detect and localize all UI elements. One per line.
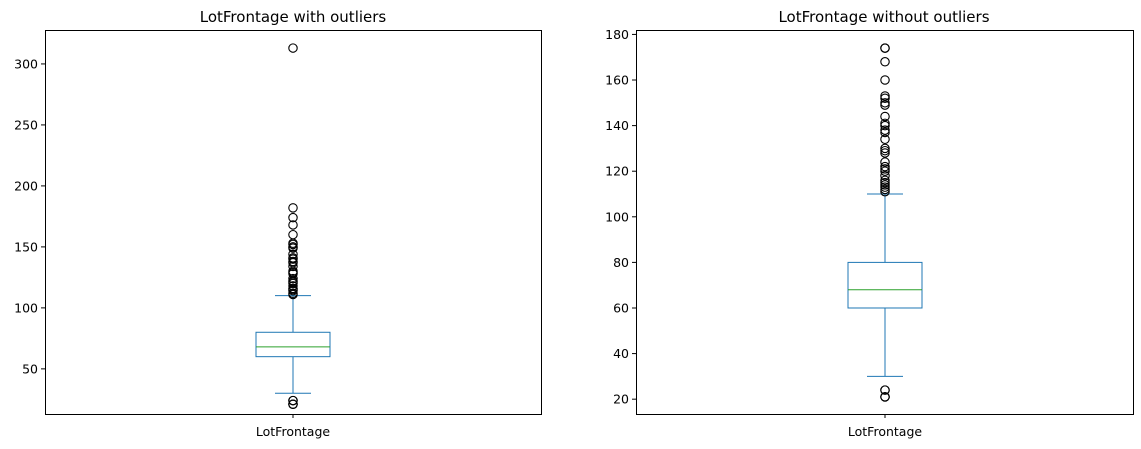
x-axis-ticks: LotFrontage — [256, 414, 331, 439]
outlier-point — [880, 148, 890, 158]
y-tick-label: 150 — [14, 239, 38, 254]
outlier-point — [880, 161, 890, 172]
boxplot-panel-without-outliers: LotFrontage without outliers 20 40 60 80 100… — [605, 8, 1134, 439]
outlier-point — [288, 288, 298, 298]
outlier-point — [288, 229, 298, 240]
outlier-point — [880, 182, 890, 192]
outlier-point — [288, 253, 298, 263]
outlier-point — [880, 392, 890, 402]
y-tick-label: 100 — [605, 209, 629, 224]
y-tick-label: 40 — [613, 346, 629, 361]
outlier-point — [880, 120, 890, 131]
outlier-point — [880, 171, 890, 181]
outlier-point — [880, 157, 890, 167]
outlier-point — [880, 143, 890, 154]
outlier-point — [288, 43, 298, 53]
outlier-point — [288, 242, 298, 252]
outlier-point — [288, 283, 298, 294]
outlier-point — [880, 43, 890, 53]
outlier-point — [880, 125, 890, 135]
outlier-point — [880, 100, 890, 110]
outlier-point — [880, 134, 890, 145]
outlier-point — [880, 175, 890, 186]
outlier-point — [880, 164, 890, 174]
boxplot-panel-with-outliers: LotFrontage with outliers 50 100 150 200 250… — [14, 8, 542, 439]
y-tick-label: 250 — [14, 117, 38, 132]
boxplot-marks — [255, 43, 331, 409]
outlier-point — [880, 177, 890, 188]
y-tick-label: 180 — [605, 27, 629, 42]
outlier-point — [880, 118, 890, 129]
y-tick-label: 160 — [605, 73, 629, 88]
outlier-point — [880, 385, 890, 395]
axes-frame — [45, 30, 542, 415]
outlier-point — [880, 186, 890, 197]
outlier-point — [288, 249, 298, 259]
y-tick-label: 200 — [14, 178, 38, 193]
iqr-box — [255, 331, 331, 358]
chart-title: LotFrontage with outliers — [200, 8, 387, 26]
outlier-point — [880, 180, 890, 190]
outlier-point — [880, 91, 890, 101]
outlier-point — [288, 273, 298, 284]
y-tick-label: 20 — [613, 392, 629, 407]
y-axis-ticks: 20 40 60 80 100 120 140 160 180 — [605, 27, 636, 407]
outlier-point — [880, 184, 890, 195]
outlier-point — [880, 93, 890, 104]
outlier-point — [880, 111, 890, 122]
boxplot-marks — [847, 43, 923, 402]
iqr-box — [847, 261, 923, 309]
chart-title: LotFrontage without outliers — [778, 8, 989, 26]
y-tick-label: 120 — [605, 164, 629, 179]
outlier-point — [880, 145, 890, 156]
y-axis-ticks: 50 100 150 200 250 300 — [14, 56, 45, 376]
outlier-point — [288, 220, 298, 230]
outlier-point — [880, 98, 890, 108]
outlier-point — [288, 281, 298, 291]
y-tick-label: 80 — [613, 255, 629, 270]
y-tick-label: 100 — [14, 300, 38, 315]
y-tick-label: 60 — [613, 300, 629, 315]
axes-frame — [636, 30, 1134, 415]
outlier-point — [880, 166, 890, 176]
outlier-point — [880, 57, 890, 67]
x-tick-label: LotFrontage — [848, 424, 923, 439]
outlier-point — [880, 127, 890, 138]
x-tick-label: LotFrontage — [256, 424, 331, 439]
outlier-point — [880, 75, 890, 85]
outlier-point — [288, 203, 298, 213]
x-axis-ticks: LotFrontage — [848, 414, 923, 439]
outlier-point — [288, 212, 298, 223]
outlier-point — [288, 399, 298, 409]
y-tick-label: 50 — [22, 361, 38, 376]
y-tick-label: 300 — [14, 56, 38, 71]
y-tick-label: 140 — [605, 118, 629, 133]
outlier-point — [288, 256, 298, 267]
outlier-point — [288, 395, 298, 406]
